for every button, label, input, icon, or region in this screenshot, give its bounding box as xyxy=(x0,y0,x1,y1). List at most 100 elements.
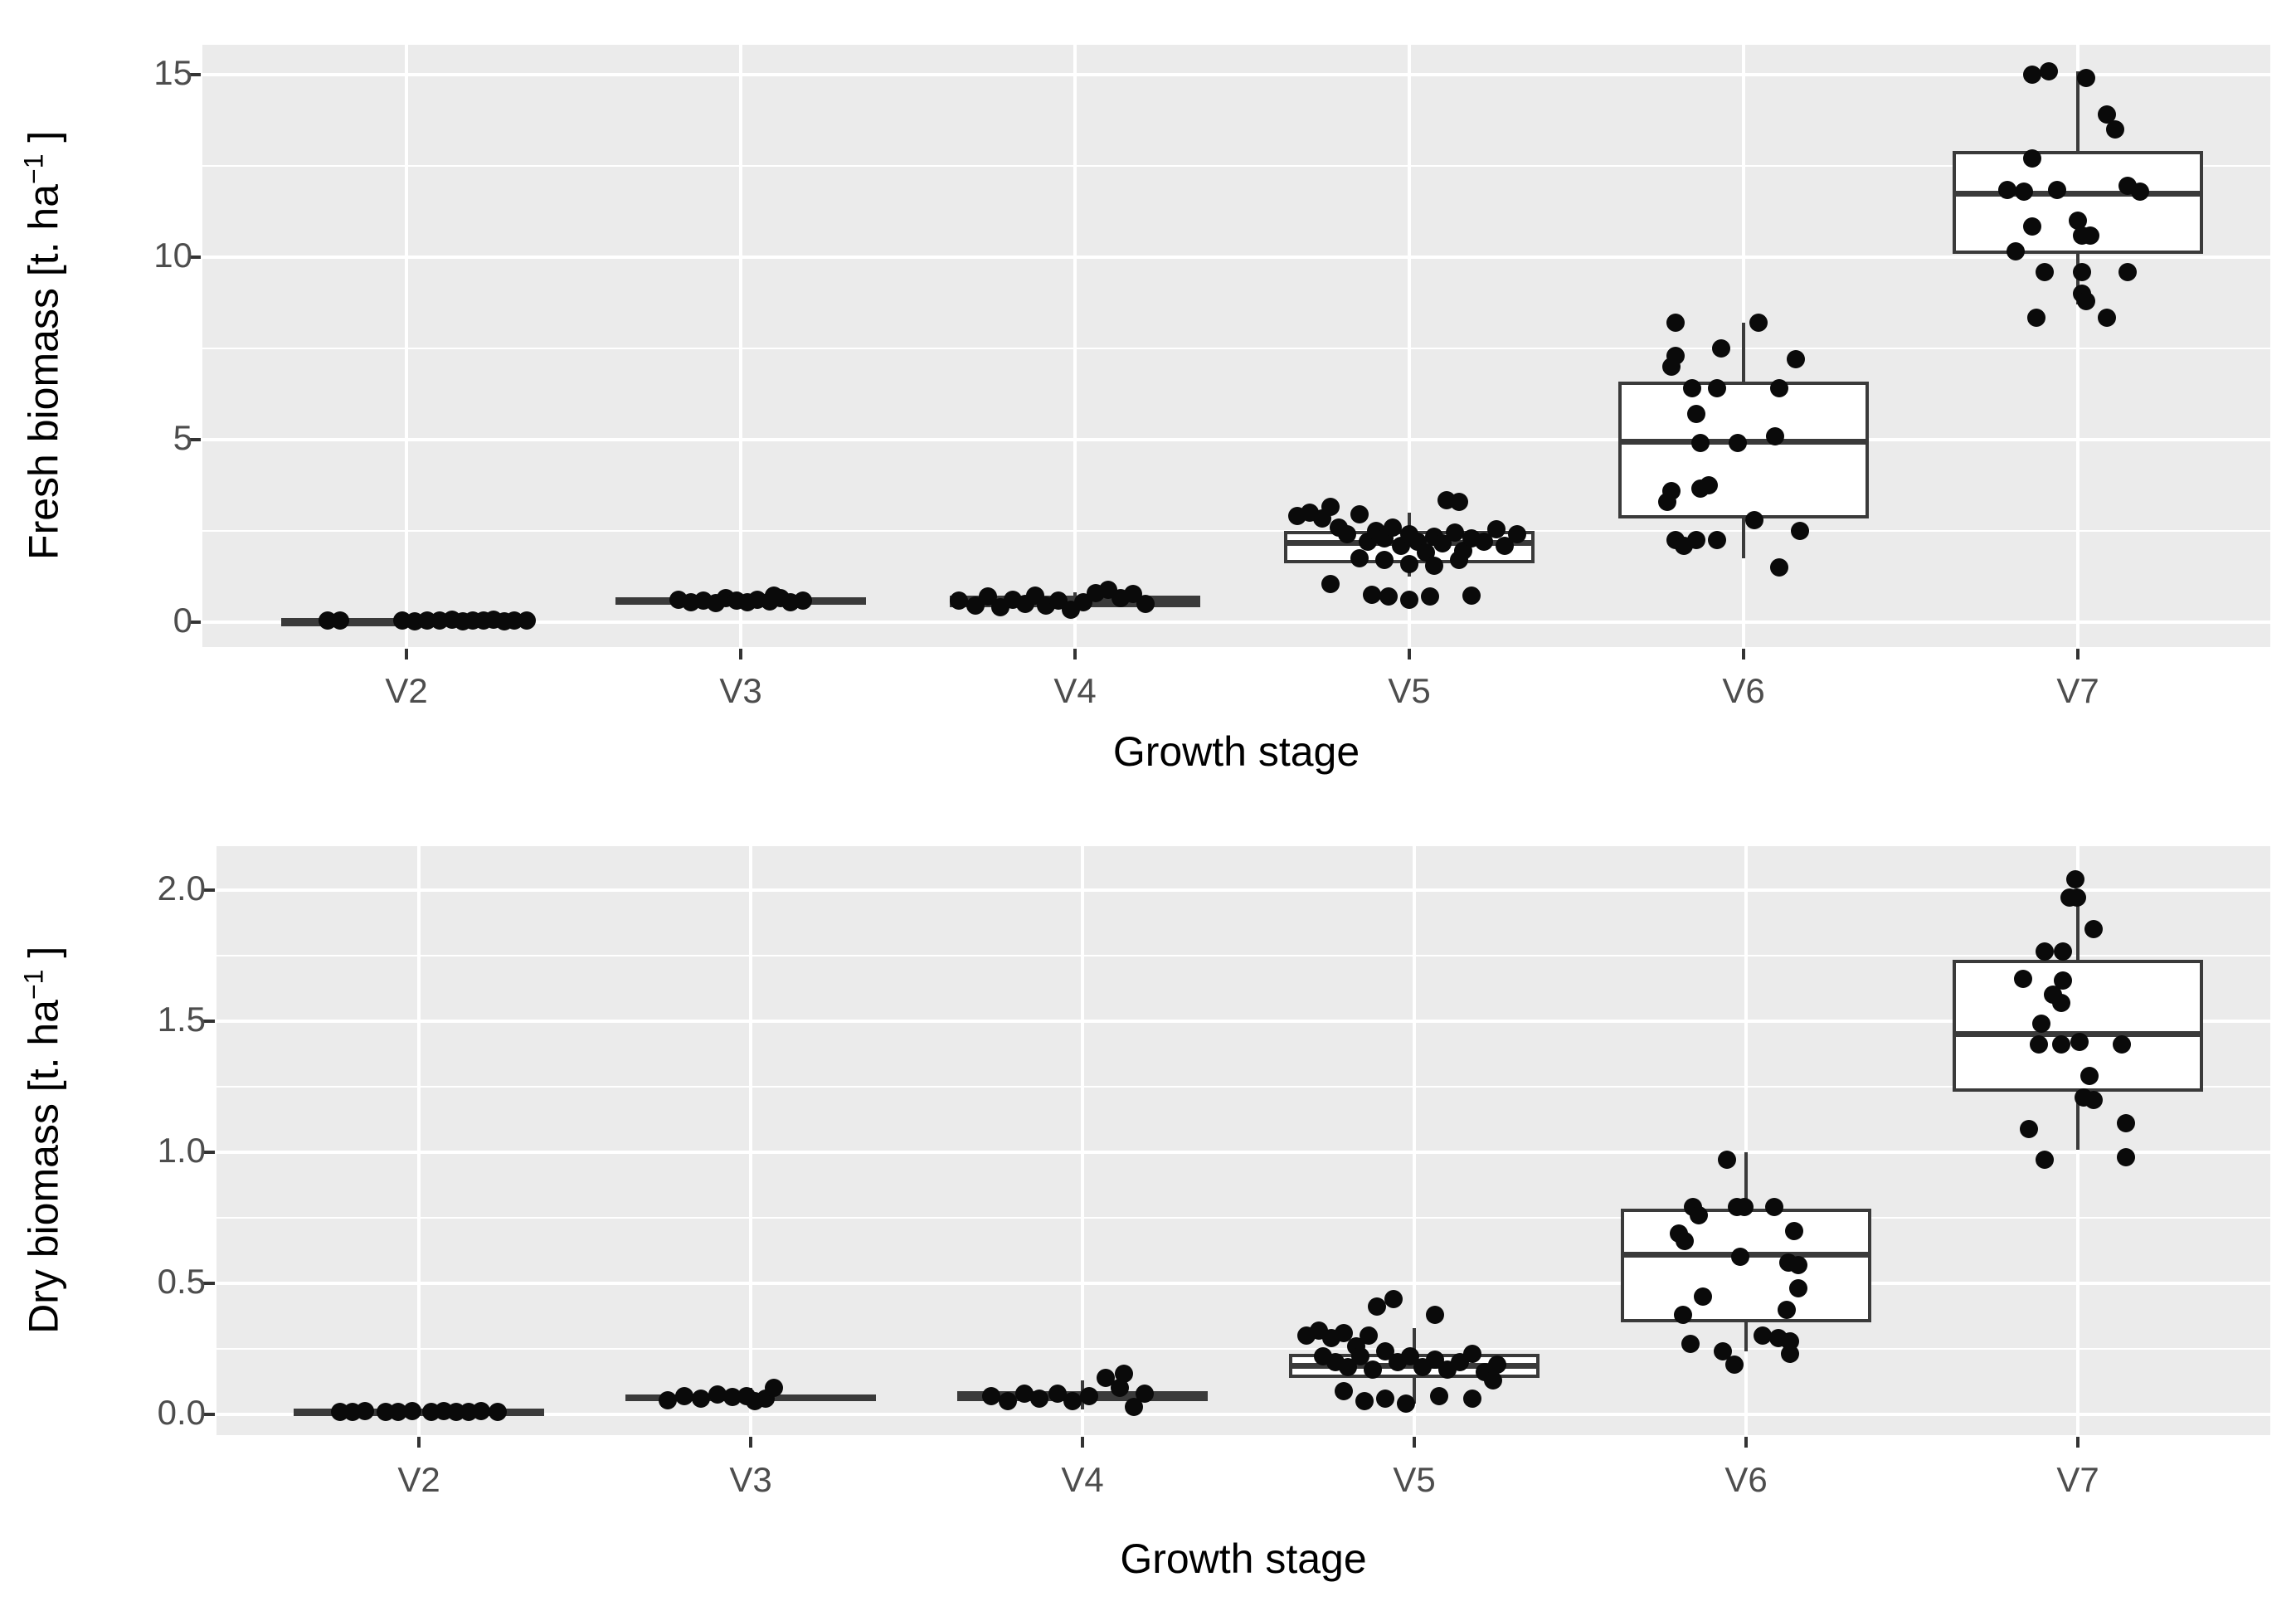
data-point xyxy=(1111,1379,1129,1398)
major-gridline xyxy=(202,256,2270,259)
data-point xyxy=(794,591,812,610)
data-point xyxy=(692,1390,710,1409)
data-point xyxy=(1735,1198,1754,1217)
data-point xyxy=(2069,212,2087,230)
data-point xyxy=(1430,1386,1448,1405)
data-point xyxy=(2066,870,2084,889)
data-point xyxy=(1321,574,1340,593)
data-point xyxy=(1681,1334,1700,1353)
x-tick-label-V7: V7 xyxy=(2056,1460,2099,1499)
data-point xyxy=(1496,536,1514,555)
data-point xyxy=(331,611,349,630)
category-gridline xyxy=(749,846,752,1435)
data-point xyxy=(1787,350,1805,369)
upper-whisker xyxy=(1073,591,1077,596)
x-tick-mark xyxy=(1081,1437,1084,1448)
data-point xyxy=(1350,505,1369,524)
data-point xyxy=(1781,1345,1799,1364)
x-tick-label-V5: V5 xyxy=(1393,1460,1436,1499)
x-axis-title-top: Growth stage xyxy=(1112,728,1360,775)
minor-gridline xyxy=(216,1086,2270,1088)
data-point xyxy=(765,586,783,606)
data-point xyxy=(1384,518,1402,537)
data-point xyxy=(1355,1392,1374,1411)
x-tick-label-V4: V4 xyxy=(1061,1460,1104,1499)
data-point xyxy=(403,1402,421,1421)
minor-gridline xyxy=(216,1217,2270,1219)
data-point xyxy=(489,1402,507,1421)
data-point xyxy=(2023,217,2041,236)
minor-gridline xyxy=(202,165,2270,167)
data-point xyxy=(1694,1287,1712,1306)
x-tick-mark xyxy=(1408,649,1411,659)
y-tick-label: 15 xyxy=(153,53,192,92)
data-point xyxy=(1791,522,1809,540)
data-point xyxy=(2007,242,2025,261)
data-point xyxy=(2118,262,2137,281)
major-gridline xyxy=(202,621,2270,624)
data-point xyxy=(1754,1326,1772,1346)
y-tick-mark xyxy=(203,1020,215,1023)
data-point xyxy=(2054,942,2072,961)
data-point xyxy=(1450,492,1468,511)
data-point xyxy=(1712,339,1730,358)
data-point xyxy=(2052,1035,2070,1054)
data-point xyxy=(2084,920,2103,939)
data-point xyxy=(1450,551,1468,570)
data-point xyxy=(1484,1370,1502,1390)
data-point xyxy=(1421,587,1439,606)
data-point xyxy=(1508,525,1526,544)
minor-gridline xyxy=(202,348,2270,349)
category-gridline xyxy=(739,45,742,647)
data-point xyxy=(2113,1035,2131,1054)
upper-whisker xyxy=(2076,898,2080,960)
data-point xyxy=(2023,66,2041,84)
data-point xyxy=(2036,262,2054,281)
lower-whisker xyxy=(1742,518,1745,558)
data-point xyxy=(1363,586,1381,604)
major-gridline xyxy=(216,1020,2270,1023)
y-tick-label: 0.0 xyxy=(157,1393,206,1432)
data-point xyxy=(1487,519,1506,538)
data-point xyxy=(1778,1300,1796,1319)
x-tick-mark xyxy=(739,649,742,659)
data-point xyxy=(2106,120,2124,139)
data-point xyxy=(1687,405,1705,424)
data-point xyxy=(1350,549,1369,567)
data-point xyxy=(1690,1205,1708,1224)
data-point xyxy=(2020,1119,2038,1138)
data-point xyxy=(1488,1355,1506,1374)
data-point xyxy=(2036,942,2054,961)
data-point xyxy=(999,1392,1017,1411)
y-tick-mark xyxy=(203,1413,215,1416)
major-gridline xyxy=(216,1282,2270,1285)
data-point xyxy=(659,1390,677,1409)
boxplot-box-V6 xyxy=(1621,1208,1871,1323)
y-tick-mark xyxy=(189,256,201,259)
x-tick-mark xyxy=(2076,1437,2080,1448)
x-tick-label-V4: V4 xyxy=(1053,671,1097,710)
data-point xyxy=(1676,1232,1694,1251)
data-point xyxy=(1321,498,1340,517)
median-line-V7 xyxy=(1953,190,2203,197)
x-tick-mark xyxy=(1742,649,1745,659)
y-tick-mark xyxy=(203,1282,215,1285)
major-gridline xyxy=(216,1413,2270,1416)
y-axis-title-superscript: −1 xyxy=(18,969,49,1000)
data-point xyxy=(1360,1326,1378,1346)
data-point xyxy=(1691,434,1710,453)
upper-whisker xyxy=(1744,1152,1748,1209)
data-point xyxy=(1714,1342,1732,1361)
data-point xyxy=(1729,434,1747,453)
lower-whisker xyxy=(1413,1377,1416,1404)
major-gridline xyxy=(216,1151,2270,1154)
y-tick-mark xyxy=(189,438,201,441)
category-gridline xyxy=(417,846,421,1435)
category-gridline xyxy=(1408,45,1411,647)
minor-gridline xyxy=(216,955,2270,956)
data-point xyxy=(1446,523,1464,543)
x-tick-mark xyxy=(405,649,408,659)
data-point xyxy=(356,1402,374,1421)
data-point xyxy=(1136,1384,1154,1403)
